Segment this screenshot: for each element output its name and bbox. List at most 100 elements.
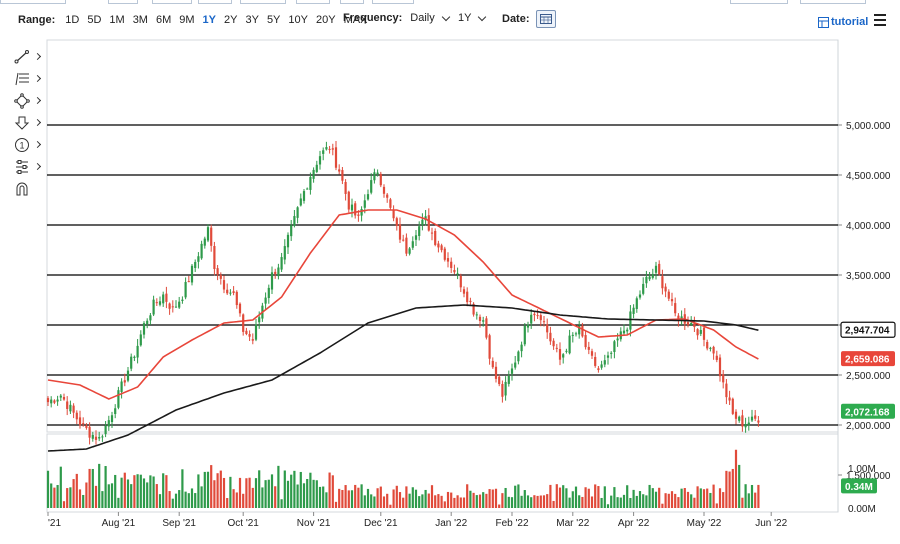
candle-body bbox=[75, 412, 78, 420]
calendar-button[interactable] bbox=[535, 10, 556, 28]
volume-bar bbox=[254, 478, 258, 508]
candle-body bbox=[267, 287, 270, 299]
candle-body bbox=[536, 315, 539, 317]
volume-bar bbox=[565, 488, 568, 508]
range-button-10y[interactable]: 10Y bbox=[288, 14, 308, 26]
arrow-tool[interactable] bbox=[10, 112, 42, 134]
tab-stub[interactable] bbox=[340, 0, 364, 4]
tab-stub[interactable] bbox=[800, 0, 866, 4]
volume-bar bbox=[312, 479, 315, 508]
candle-body bbox=[603, 360, 606, 365]
volume-bar bbox=[453, 497, 456, 508]
volume-bar bbox=[110, 483, 114, 508]
tab-stub[interactable] bbox=[152, 0, 192, 4]
fibonacci-tool[interactable] bbox=[10, 68, 42, 90]
range-button-5y[interactable]: 5Y bbox=[266, 14, 281, 26]
range-button-2y[interactable]: 2Y bbox=[224, 14, 238, 26]
volume-bar bbox=[450, 492, 453, 508]
tab-stub[interactable] bbox=[0, 0, 66, 4]
frequency-value: Daily bbox=[410, 12, 435, 24]
candle-body bbox=[114, 408, 117, 415]
volume-bar bbox=[363, 495, 366, 508]
range-button-3m[interactable]: 3M bbox=[132, 14, 148, 26]
measure-tool[interactable] bbox=[10, 156, 42, 178]
volume-bar bbox=[146, 482, 149, 508]
volume-bar bbox=[405, 486, 408, 508]
volume-bar bbox=[94, 485, 98, 508]
candle-body bbox=[488, 335, 491, 359]
volume-bar bbox=[648, 484, 651, 508]
time-tick-label: '21 bbox=[48, 518, 61, 529]
time-tick-label: May '22 bbox=[687, 518, 722, 529]
candle-body bbox=[322, 150, 325, 154]
volume-bar bbox=[712, 484, 715, 508]
volume-bar bbox=[574, 486, 578, 508]
volume-bar bbox=[629, 497, 632, 508]
volume-tick-label: 1.00M bbox=[848, 464, 876, 475]
tab-stub[interactable] bbox=[198, 0, 232, 4]
shape-tool[interactable] bbox=[10, 90, 42, 112]
range-button-20y[interactable]: 20Y bbox=[315, 14, 336, 26]
volume-bar bbox=[661, 503, 664, 508]
frequency-dropdown[interactable]: Daily bbox=[410, 12, 450, 24]
candle-body bbox=[462, 289, 466, 294]
volume-bar bbox=[434, 495, 437, 508]
range-button-3y[interactable]: 3Y bbox=[245, 14, 259, 26]
range-button-1m[interactable]: 1M bbox=[109, 14, 125, 26]
volume-bar bbox=[267, 479, 270, 508]
volume-bar bbox=[114, 474, 117, 508]
tab-stub[interactable] bbox=[730, 0, 788, 4]
period-dropdown[interactable]: 1Y bbox=[458, 12, 487, 24]
magnet-tool[interactable] bbox=[10, 178, 42, 200]
number-circle-icon: 1 bbox=[15, 138, 29, 152]
time-tick-label: Aug '21 bbox=[102, 518, 136, 529]
tab-stub[interactable] bbox=[372, 0, 414, 4]
candle-body bbox=[120, 381, 123, 392]
time-tick-label: Dec '21 bbox=[364, 518, 398, 529]
range-button-1y[interactable]: 1Y bbox=[202, 14, 216, 26]
tab-stub[interactable] bbox=[240, 0, 286, 4]
range-button-6m[interactable]: 6M bbox=[155, 14, 172, 26]
volume-bar bbox=[78, 489, 82, 508]
price-tick-label: 5,000.000 bbox=[846, 121, 891, 132]
candle-body bbox=[386, 194, 389, 198]
candle-body bbox=[584, 335, 587, 348]
candle-body bbox=[82, 423, 85, 425]
candle-body bbox=[117, 390, 120, 408]
volume-bar bbox=[370, 494, 373, 508]
candle-body bbox=[136, 345, 139, 358]
volume-bar bbox=[430, 485, 434, 508]
candle-body bbox=[472, 303, 475, 315]
candle-body bbox=[411, 241, 414, 248]
candle-body bbox=[200, 243, 203, 259]
candle-body bbox=[459, 275, 462, 288]
range-button-1d[interactable]: 1D bbox=[65, 14, 80, 26]
candle-body bbox=[501, 383, 504, 397]
volume-bar bbox=[155, 484, 158, 508]
range-button-5d[interactable]: 5D bbox=[87, 14, 102, 26]
candle-body bbox=[629, 311, 632, 330]
volume-bar bbox=[734, 449, 738, 508]
volume-bar bbox=[235, 492, 238, 508]
volume-bar bbox=[523, 490, 526, 508]
candle-body bbox=[600, 364, 603, 368]
volume-bar bbox=[302, 483, 306, 508]
date-label: Date: bbox=[502, 13, 530, 25]
moving-average-fast bbox=[47, 209, 759, 400]
candle-body bbox=[514, 362, 517, 368]
tab-stub[interactable] bbox=[296, 0, 330, 4]
volume-bar bbox=[248, 477, 251, 508]
range-button-9m[interactable]: 9M bbox=[179, 14, 195, 26]
tab-stub[interactable] bbox=[108, 0, 138, 4]
volume-bar bbox=[498, 504, 501, 508]
menu-button[interactable] bbox=[874, 14, 886, 29]
range-selector: Range: 1D 5D 1M 3M 6M 9M 1Y 2Y 3Y 5Y 10Y 20Y MAX bbox=[18, 12, 371, 28]
range-button-max[interactable]: MAX bbox=[343, 14, 368, 26]
candle-body bbox=[347, 191, 350, 210]
candle-body bbox=[427, 215, 430, 231]
tutorial-link[interactable]: tutorial bbox=[818, 16, 868, 28]
annotation-tool[interactable]: 1 bbox=[10, 134, 42, 156]
volume-bar bbox=[622, 494, 626, 508]
line-tool[interactable] bbox=[10, 46, 42, 68]
